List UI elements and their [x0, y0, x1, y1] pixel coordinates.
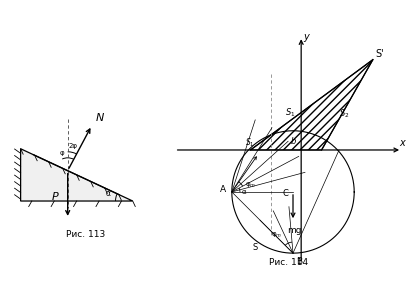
Text: A: A — [220, 185, 226, 194]
Text: α: α — [106, 189, 110, 198]
Text: N: N — [96, 114, 105, 124]
Text: S: S — [252, 244, 257, 252]
Text: mg: mg — [287, 226, 301, 235]
Text: φ$_m$: φ$_m$ — [245, 181, 256, 191]
Polygon shape — [20, 149, 133, 201]
Text: y: y — [303, 32, 309, 42]
Text: Рис. 113: Рис. 113 — [66, 230, 106, 239]
Text: C: C — [283, 189, 288, 198]
Text: $S_2$: $S_2$ — [339, 108, 349, 120]
Text: S': S' — [375, 49, 384, 59]
Text: B: B — [297, 257, 303, 266]
Text: α: α — [241, 189, 246, 195]
Text: b: b — [291, 137, 297, 146]
Text: 2φ: 2φ — [69, 143, 78, 149]
Text: $S_1$: $S_1$ — [285, 106, 296, 119]
Text: φ: φ — [59, 150, 64, 156]
Text: $S_1$: $S_1$ — [245, 137, 254, 149]
Text: P: P — [52, 192, 58, 202]
Text: φ$_m$: φ$_m$ — [271, 231, 282, 240]
Text: x: x — [399, 138, 405, 148]
Text: Рис. 114: Рис. 114 — [269, 258, 308, 267]
